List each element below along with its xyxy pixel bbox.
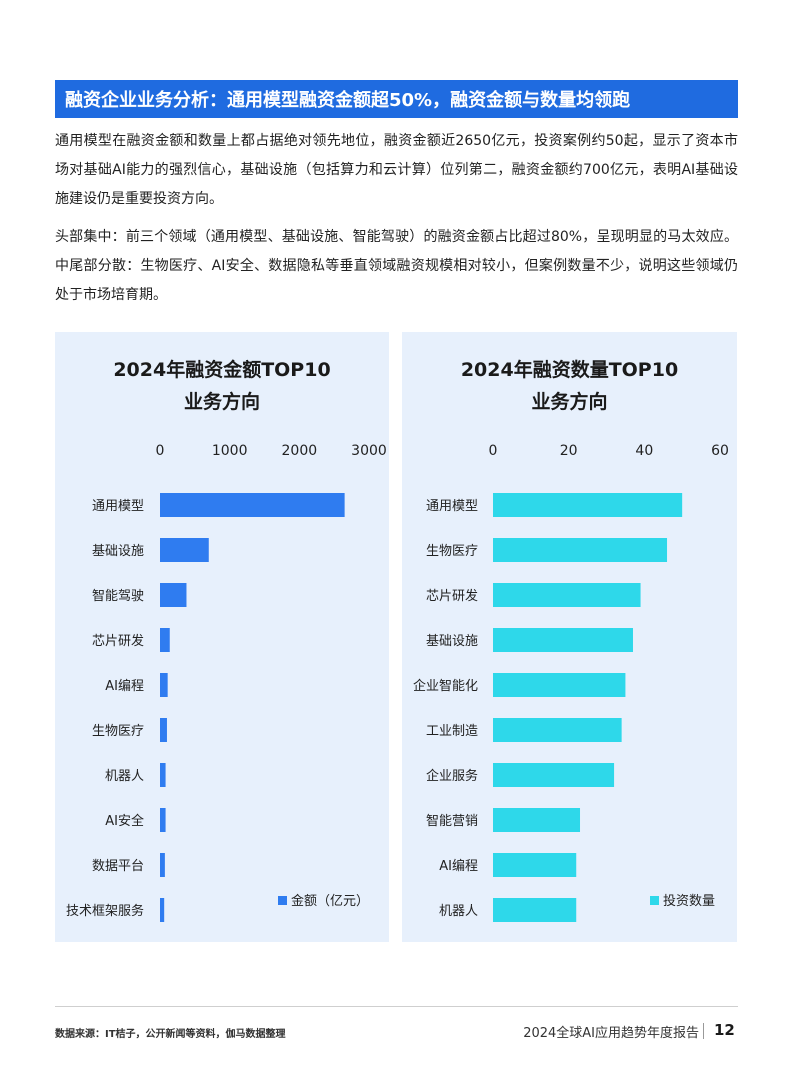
footer-source: 数据来源：IT桔子，公开新闻等资料，伽马数据整理: [55, 1029, 286, 1040]
amount-category-label-7: AI安全: [105, 813, 144, 829]
count-category-label-2: 芯片研发: [426, 588, 478, 604]
amount-x-tick-label-2: 2000: [282, 443, 318, 459]
amount-x-tick-label-0: 0: [156, 443, 165, 459]
footer-separator: [703, 1023, 704, 1039]
amount-category-label-8: 数据平台: [92, 859, 144, 874]
amount-legend-label: 金额（亿元）: [291, 893, 369, 909]
count-legend-swatch: [650, 896, 659, 905]
count-bar-8: [493, 853, 577, 877]
count-chart-title: 2024年融资数量TOP10 业务方向: [402, 354, 737, 418]
count-category-label-3: 基础设施: [426, 634, 478, 649]
amount-bar-2: [160, 583, 187, 607]
count-chart-panel: 2024年融资数量TOP10 业务方向 0 20 40 60 通用模型生物医疗芯片研发基…: [402, 332, 737, 942]
count-category-label-1: 生物医疗: [426, 544, 478, 559]
amount-category-label-1: 基础设施: [92, 544, 144, 559]
count-category-label-5: 工业制造: [426, 724, 478, 739]
count-bar-1: [493, 538, 668, 562]
amount-bar-6: [160, 763, 166, 787]
body-paragraph-2: 头部集中：前三个领域（通用模型、基础设施、智能驾驶）的融资金额占比超过80%，呈…: [55, 229, 738, 303]
amount-bar-9: [160, 898, 165, 922]
count-bar-0: [493, 493, 683, 517]
amount-bar-8: [160, 853, 165, 877]
amount-bar-0: [160, 493, 345, 517]
count-x-tick-label-0: 0: [489, 443, 498, 459]
count-x-tick-label-2: 40: [635, 443, 653, 459]
page-number: 12: [714, 1021, 735, 1039]
count-category-label-4: 企业智能化: [413, 678, 478, 694]
amount-chart-title: 2024年融资金额TOP10 业务方向: [55, 354, 389, 418]
amount-chart-title-line-2: 业务方向: [183, 391, 260, 413]
amount-bar-1: [160, 538, 209, 562]
count-category-label-8: AI编程: [439, 859, 478, 874]
footer-divider: [55, 1006, 738, 1007]
count-category-label-6: 企业服务: [426, 768, 478, 784]
count-legend-label: 投资数量: [663, 893, 715, 909]
count-x-tick-label-1: 20: [560, 443, 578, 459]
amount-bar-7: [160, 808, 166, 832]
amount-category-label-9: 技术框架服务: [66, 903, 144, 919]
count-chart-title-line-1: 2024年融资数量TOP10: [460, 359, 679, 381]
count-bar-chart: 0 20 40 60 通用模型生物医疗芯片研发基础设施企业智能化工业制造企业服务智能营销…: [413, 443, 729, 922]
count-bar-7: [493, 808, 581, 832]
amount-chart-title-line-1: 2024年融资金额TOP10: [113, 359, 331, 381]
count-bar-4: [493, 673, 626, 697]
count-bar-5: [493, 718, 622, 742]
body-paragraph-1: 通用模型在融资金额和数量上都占据绝对领先地位，融资金额近2650亿元，投资案例约…: [55, 133, 738, 207]
amount-category-label-4: AI编程: [105, 679, 144, 694]
count-category-label-9: 机器人: [439, 904, 478, 919]
amount-bar-4: [160, 673, 168, 697]
amount-legend-swatch: [278, 896, 287, 905]
amount-bar-5: [160, 718, 167, 742]
amount-category-label-5: 生物医疗: [92, 724, 144, 739]
amount-bar-3: [160, 628, 170, 652]
footer-report-title: 2024全球AI应用趋势年度报告: [523, 1026, 699, 1041]
amount-x-tick-label-3: 3000: [351, 443, 387, 459]
amount-category-label-6: 机器人: [105, 769, 144, 784]
count-x-tick-label-3: 60: [711, 443, 729, 459]
amount-x-tick-label-1: 1000: [212, 443, 248, 459]
amount-category-label-2: 智能驾驶: [92, 589, 144, 604]
count-bar-2: [493, 583, 641, 607]
amount-chart-panel: 2024年融资金额TOP10 业务方向 0 1000 2000 3000 通用模型基础设…: [55, 332, 389, 942]
count-category-label-7: 智能营销: [426, 814, 478, 829]
amount-category-label-3: 芯片研发: [92, 633, 144, 649]
count-bar-3: [493, 628, 633, 652]
count-bar-6: [493, 763, 615, 787]
count-category-label-0: 通用模型: [426, 499, 478, 514]
count-chart-title-line-2: 业务方向: [531, 391, 608, 413]
section-title: 融资企业业务分析：通用模型融资金额超50%，融资金额与数量均领跑: [55, 80, 738, 118]
amount-category-label-0: 通用模型: [92, 499, 144, 514]
count-bar-9: [493, 898, 577, 922]
